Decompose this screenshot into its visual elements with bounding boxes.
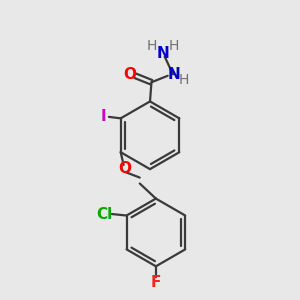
Text: Cl: Cl [97,206,113,221]
Text: O: O [118,161,132,176]
Text: I: I [100,110,106,124]
Text: H: H [146,39,157,53]
Text: N: N [168,67,181,82]
Text: N: N [157,46,169,61]
Text: H: H [179,73,189,87]
Text: H: H [169,39,179,53]
Text: O: O [124,67,136,82]
Text: F: F [151,275,161,290]
